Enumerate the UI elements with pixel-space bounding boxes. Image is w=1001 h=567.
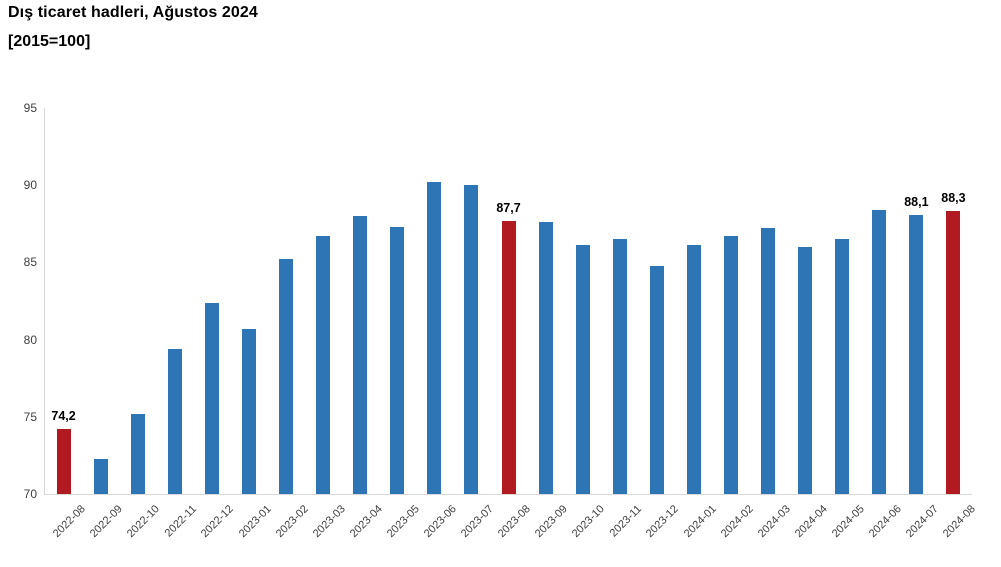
- bar-2023-02: [279, 259, 294, 494]
- bar-2023-08: [501, 220, 516, 494]
- x-tick-label: 2023-11: [607, 503, 645, 540]
- y-tick-label: 70: [23, 487, 37, 501]
- bar-2024-03: [761, 228, 776, 494]
- x-tick-label: 2022-10: [125, 503, 163, 541]
- bar-2022-11: [167, 348, 182, 494]
- bar-2023-04: [353, 216, 368, 494]
- bar-2024-05: [835, 239, 850, 494]
- x-tick-label: 2022-09: [88, 503, 126, 541]
- x-tick-label: 2022-11: [162, 503, 200, 540]
- y-tick-label: 85: [23, 255, 37, 270]
- data-label-2024-08: 88,3: [941, 191, 966, 206]
- x-tick-label: 2023-04: [347, 503, 385, 541]
- bar-2024-02: [723, 236, 738, 494]
- bar-2024-06: [872, 209, 887, 494]
- bar-2022-10: [130, 413, 145, 494]
- x-tick-label: 2023-06: [421, 503, 459, 541]
- y-tick-label: 75: [23, 409, 37, 424]
- bar-2023-05: [390, 226, 405, 494]
- bar-2023-10: [575, 245, 590, 494]
- x-tick-label: 2024-05: [829, 503, 867, 541]
- x-tick-label: 2024-06: [866, 503, 904, 541]
- bar-2024-07: [909, 214, 924, 494]
- bar-2024-01: [686, 245, 701, 494]
- data-label-2022-08: 74,2: [51, 409, 76, 424]
- x-tick-label: 2024-03: [755, 503, 793, 541]
- x-tick-label: 2023-10: [570, 503, 608, 541]
- x-tick-label: 2023-12: [644, 503, 682, 541]
- x-tick-label: 2023-05: [384, 503, 422, 541]
- x-tick-label: 2023-01: [236, 503, 274, 541]
- y-tick-label: 95: [23, 101, 37, 115]
- plot-area: 74,2 2022-08 2022-09 2022-10 2022-11 2022-12 2…: [44, 108, 978, 540]
- x-tick-label: 2023-07: [458, 503, 496, 541]
- bar-2023-12: [649, 265, 664, 494]
- y-tick-label: 90: [23, 178, 37, 193]
- x-tick-label: 2023-09: [533, 503, 571, 541]
- x-tick-label: 2023-03: [310, 503, 348, 541]
- bar-2024-08: [946, 211, 961, 494]
- bar-2022-09: [93, 458, 108, 494]
- x-tick-label: 2024-04: [792, 503, 830, 541]
- x-tick-label: 2024-08: [940, 503, 978, 541]
- bar-2022-08: [56, 429, 71, 494]
- bar-2023-06: [427, 182, 442, 494]
- chart-subtitle: [2015=100]: [8, 33, 91, 50]
- x-tick-label: 2023-08: [495, 503, 533, 541]
- y-tick-label: 80: [23, 332, 37, 347]
- data-label-2024-07: 88,1: [904, 194, 929, 209]
- bar-2023-07: [464, 185, 479, 494]
- x-tick-label: 2024-02: [718, 503, 756, 541]
- bar-2023-03: [316, 236, 331, 494]
- data-label-2023-08: 87,7: [496, 200, 521, 215]
- bar-2022-12: [204, 302, 219, 494]
- x-tick-label: 2024-07: [903, 503, 941, 541]
- bar-2023-01: [241, 328, 256, 494]
- bar-2023-09: [538, 222, 553, 494]
- bar-2023-11: [612, 239, 627, 494]
- x-tick-label: 2022-08: [50, 503, 89, 541]
- x-tick-label: 2022-12: [199, 503, 237, 541]
- x-tick-label: 2024-01: [681, 503, 719, 541]
- bar-2024-04: [798, 246, 813, 494]
- chart-title: Dış ticaret hadleri, Ağustos 2024: [8, 4, 258, 21]
- x-tick-label: 2023-02: [273, 503, 311, 541]
